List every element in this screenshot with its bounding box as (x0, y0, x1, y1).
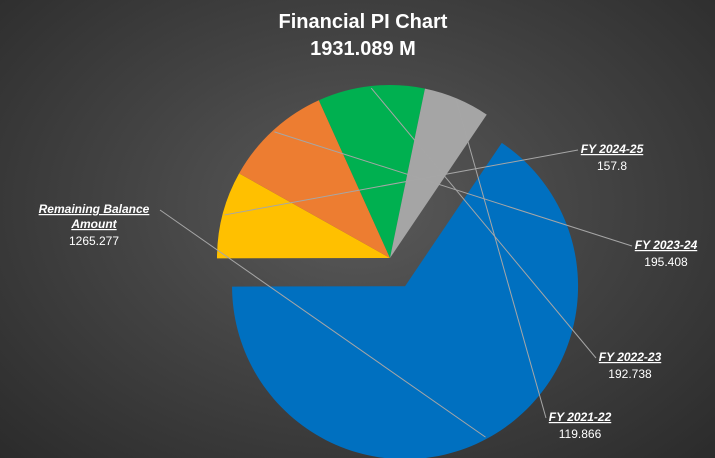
data-label-name: FY 2023-24 (635, 238, 698, 252)
pie-slice-remaining-balance-amount (232, 142, 578, 458)
pie-slices (217, 84, 578, 458)
pie-slice-fy-2023-24 (239, 100, 390, 258)
data-label-value: 195.408 (644, 255, 688, 269)
data-label-value: 119.866 (559, 427, 602, 441)
data-label: FY 2021-22 119.866 (549, 410, 612, 441)
leader-line (159, 209, 486, 438)
data-label-name: Remaining Balance (39, 202, 150, 216)
data-label-name: FY 2021-22 (549, 410, 612, 424)
data-label-name: FY 2022-23 (599, 350, 662, 364)
pie-slice-fy-2024-25 (217, 173, 390, 259)
data-label: FY 2023-24 195.408 (635, 238, 698, 269)
data-label: FY 2024-25 157.8 (581, 142, 644, 173)
pie-slice-fy-2021-22 (390, 88, 487, 258)
pie-slice-fy-2022-23 (318, 84, 425, 258)
data-label-name: FY 2024-25 (581, 142, 644, 156)
leader-line (274, 131, 633, 247)
data-label-value: 157.8 (597, 159, 627, 173)
leader-line (224, 149, 579, 216)
data-label-value: 192.738 (608, 367, 652, 381)
chart-subtitle: 1931.089 M (310, 38, 416, 60)
data-label-name: Amount (70, 217, 117, 231)
leader-line (455, 100, 547, 419)
data-label: FY 2022-23 192.738 (599, 350, 662, 381)
leader-line (370, 87, 597, 359)
data-label-value: 1265.277 (69, 234, 119, 248)
chart-title: Financial PI Chart (279, 11, 448, 33)
